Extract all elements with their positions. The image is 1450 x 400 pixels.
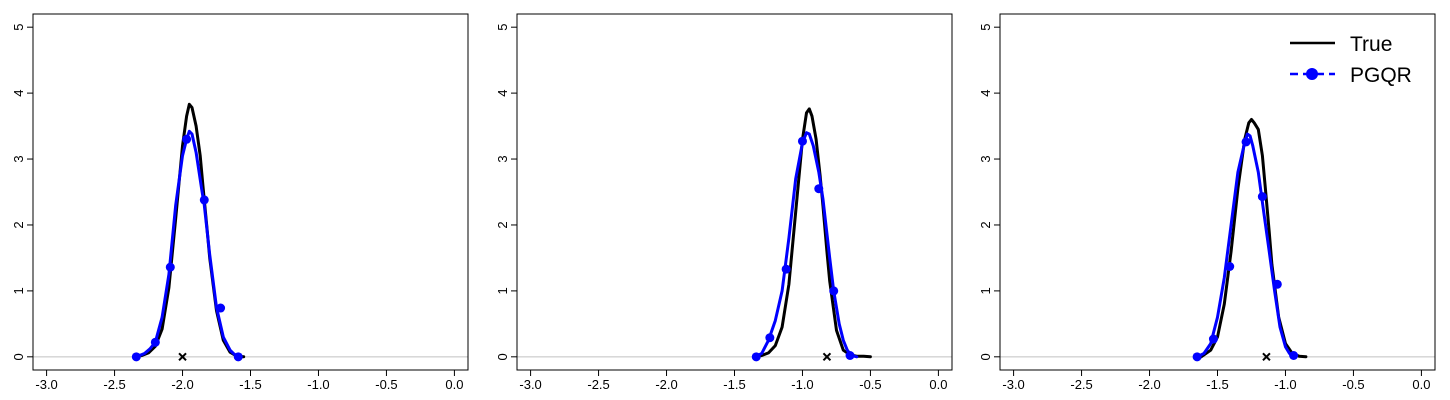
series-pgqr-marker (1192, 352, 1202, 362)
x-tick-label: -2.0 (171, 377, 193, 392)
reference-x-marker (178, 352, 187, 362)
series-pgqr-marker (829, 286, 839, 296)
series-pgqr-marker (165, 262, 175, 272)
series-pgqr-marker (1225, 261, 1235, 271)
series-pgqr-line (753, 131, 859, 359)
y-tick-label: 4 (495, 89, 510, 96)
x-tick-label: -3.0 (1002, 377, 1024, 392)
x-tick-label: -2.0 (1138, 377, 1160, 392)
x-tick-label: -1.0 (307, 377, 329, 392)
series-pgqr-marker (781, 264, 791, 274)
legend-true-label: True (1350, 33, 1392, 56)
y-tick-label: 0 (978, 353, 993, 360)
plot-frame (516, 13, 953, 371)
x-marker-stroke (1262, 352, 1271, 362)
y-tick-label: 2 (495, 221, 510, 228)
legend-pgqr-marker (1306, 68, 1318, 80)
x-tick-label: -1.5 (1206, 377, 1228, 392)
y-tick-label: 3 (978, 155, 993, 162)
y-tick-label: 4 (11, 89, 26, 96)
series-pgqr-marker (845, 350, 855, 360)
y-tick-label: 5 (978, 24, 993, 31)
y-tick-label: 2 (11, 221, 26, 228)
series-pgqr-marker (1272, 279, 1282, 289)
x-tick-label: -2.5 (1070, 377, 1092, 392)
x-tick-label: 0.0 (929, 377, 947, 392)
x-tick-label: -0.5 (375, 377, 397, 392)
reference-x-marker (1262, 352, 1271, 362)
y-tick-label: 3 (11, 155, 26, 162)
y-tick-label: 0 (11, 353, 26, 360)
y-tick-label: 4 (978, 89, 993, 96)
y-tick-label: 5 (495, 24, 510, 31)
x-marker-stroke (178, 352, 187, 362)
series-pgqr-marker (1289, 350, 1299, 360)
x-tick-label: 0.0 (445, 377, 463, 392)
series-pgqr-marker (1241, 137, 1251, 147)
series-pgqr-marker (1257, 192, 1267, 202)
series-pgqr-marker (150, 337, 160, 347)
y-tick-label: 3 (495, 155, 510, 162)
x-tick-label: -2.5 (103, 377, 125, 392)
legend-pgqr-label: PGQR (1350, 64, 1412, 87)
series-pgqr-line (134, 129, 240, 359)
legend: True PGQR (1290, 33, 1412, 87)
series-pgqr-marker (765, 333, 775, 343)
y-tick-label: 2 (978, 221, 993, 228)
panel-3: -3.0 -2.5 -2.0 -1.5 -1.0 -0.5 0.0 0 1 2 3 4 5 (978, 13, 1436, 392)
series-pgqr-marker (182, 134, 192, 144)
plot-frame (32, 13, 469, 371)
y-tick-label: 1 (978, 287, 993, 294)
x-tick-label: -3.0 (519, 377, 541, 392)
series-pgqr-marker (1208, 334, 1218, 344)
x-tick-label: 0.0 (1412, 377, 1430, 392)
y-tick-label: 1 (495, 287, 510, 294)
series-pgqr-marker (797, 136, 807, 146)
x-tick-label: -1.0 (1274, 377, 1296, 392)
y-tick-label: 1 (11, 287, 26, 294)
series-true-line (753, 107, 872, 359)
x-tick-label: -1.5 (239, 377, 261, 392)
panel-2: -3.0 -2.5 -2.0 -1.5 -1.0 -0.5 0.0 0 1 2 3 4 5 (495, 13, 953, 392)
x-tick-label: -1.5 (723, 377, 745, 392)
x-tick-label: -2.5 (587, 377, 609, 392)
panel-1: -3.0 -2.5 -2.0 -1.5 -1.0 -0.5 0.0 0 1 2 3 4 5 (11, 13, 469, 392)
series-pgqr-line (1195, 132, 1296, 359)
y-tick-label: 0 (495, 353, 510, 360)
x-tick-label: -3.0 (35, 377, 57, 392)
series-pgqr-marker (216, 303, 226, 313)
x-tick-label: -0.5 (859, 377, 881, 392)
panels: -3.0 -2.5 -2.0 -1.5 -1.0 -0.5 0.0 0 1 2 3 4 5 -3.0 -2.… (11, 13, 1436, 392)
x-marker-stroke (822, 352, 832, 362)
series-pgqr-marker (751, 352, 761, 362)
x-tick-label: -1.0 (791, 377, 813, 392)
x-tick-label: -2.0 (655, 377, 677, 392)
series-pgqr-marker (131, 352, 141, 362)
y-tick-label: 5 (11, 24, 26, 31)
series-pgqr-marker (814, 184, 824, 194)
reference-x-marker (822, 352, 832, 362)
series-pgqr-marker (199, 195, 209, 205)
series-pgqr-marker (233, 352, 243, 362)
x-tick-label: -0.5 (1342, 377, 1364, 392)
